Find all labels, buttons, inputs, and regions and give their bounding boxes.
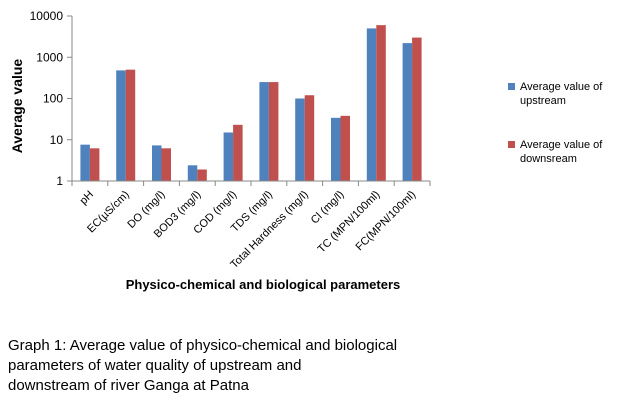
bars [80,25,422,182]
bar-downstream [197,169,207,181]
y-tick-label: 10 [50,133,64,147]
y-tick-label: 100 [43,92,63,106]
bar-upstream [152,145,162,181]
bar-upstream [187,165,198,181]
y-tick-label: 1 [56,174,63,188]
legend-swatch [508,141,515,148]
bar-downstream [304,95,315,181]
bar-downstream [89,148,100,181]
legend-label: Average value of upstream [520,81,603,107]
bar-upstream [259,82,269,181]
bar-upstream [116,70,126,181]
bar-downstream [412,37,422,181]
y-tick-label: 10000 [30,9,64,23]
bar-upstream [331,117,341,181]
bar-downstream [161,148,171,181]
caption-line-1: Graph 1: Average value of physico-chemic… [8,337,398,354]
bar-upstream [295,98,305,181]
bar-upstream [223,132,234,181]
x-tick-label: pH [78,189,96,207]
bar-downstream [268,82,279,181]
bar-downstream [340,115,350,181]
legend-label: Average value of downsream [520,139,603,165]
y-tick-label: 1000 [36,50,63,64]
y-axis: 1 10 100 1000 10000 [30,9,73,188]
bar-downstream [125,69,136,181]
bar-downstream [376,25,386,181]
legend-swatch [508,83,515,90]
bar-upstream [80,144,90,181]
figure-caption: Graph 1: Average value of physico-chemic… [8,336,528,396]
legend: Average value of upstream Average value of… [508,81,603,165]
caption-line-3: downstream of river Ganga at Patna [8,377,249,394]
bar-upstream [402,43,413,182]
caption-line-2: parameters of water quality of upstream … [8,357,302,374]
bar-upstream [366,28,377,182]
bar-downstream [233,124,243,181]
y-axis-label: Average value [9,59,25,154]
x-tick-label: TC (MPN/100ml) [316,189,383,256]
x-axis-label: Physico-chemical and biological paramete… [126,277,401,292]
